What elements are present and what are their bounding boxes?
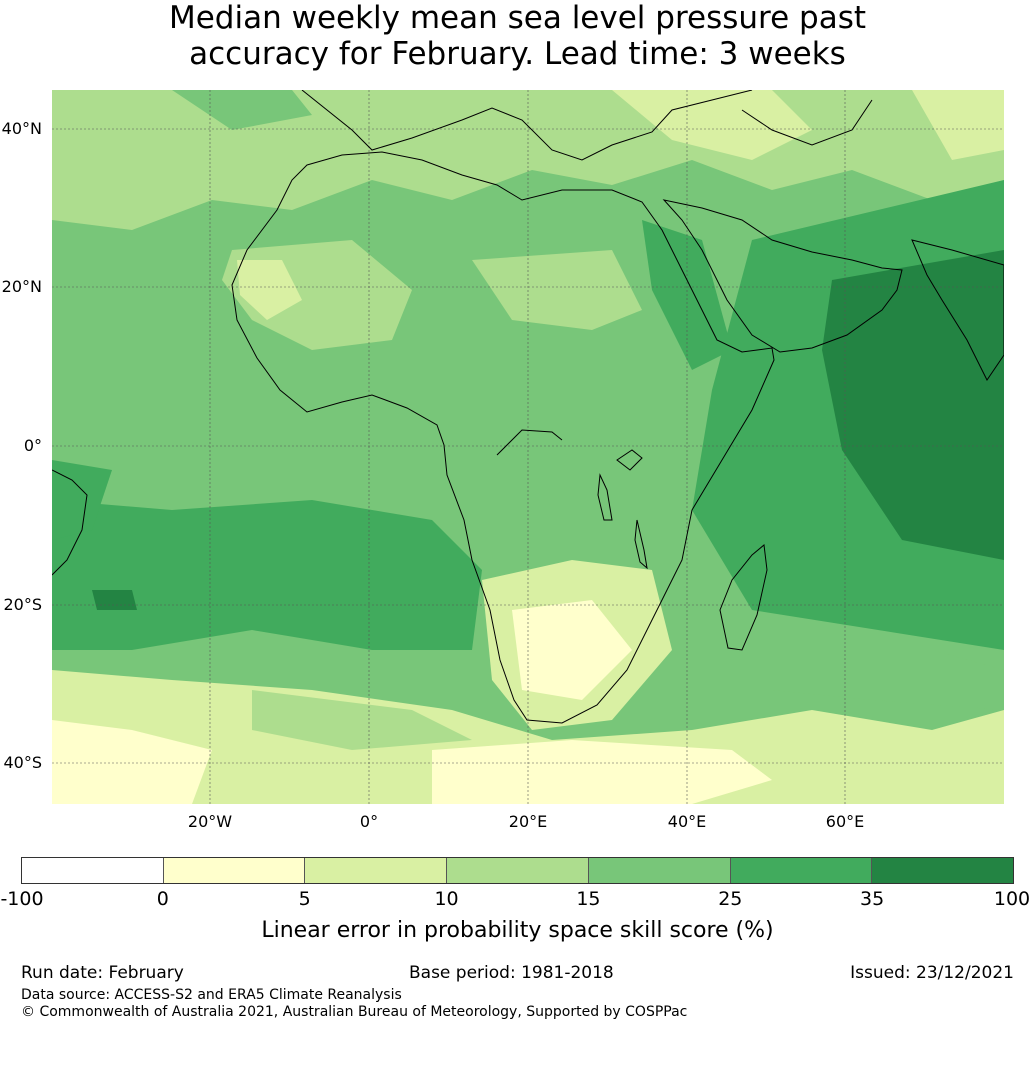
skill-score-map bbox=[52, 90, 1004, 804]
colorbar-tick-5: 25 bbox=[718, 888, 743, 910]
colorbar-tick-2: 5 bbox=[298, 888, 311, 910]
colorbar-label: Linear error in probability space skill … bbox=[261, 918, 774, 943]
region-north-5-10-east bbox=[612, 90, 812, 160]
colorbar-segment-2 bbox=[305, 858, 448, 883]
region-south-atlantic-25-35 bbox=[52, 500, 482, 650]
issued-date: Issued: 23/12/2021 bbox=[850, 963, 1014, 983]
colorbar-segment-4 bbox=[588, 858, 731, 883]
region-northeast-5-10 bbox=[912, 90, 1004, 160]
region-brazil-coast-25-35 bbox=[52, 460, 112, 540]
lat-label-20n: 20°N bbox=[1, 277, 42, 296]
map-gridlines bbox=[52, 90, 1004, 804]
lat-label-20s: 20°S bbox=[3, 595, 42, 614]
colorbar bbox=[21, 857, 1014, 884]
lat-label-0: 0° bbox=[23, 436, 42, 455]
base-period: Base period: 1981-2018 bbox=[409, 963, 614, 983]
colorbar-tick-4: 15 bbox=[576, 888, 601, 910]
colorbar-segment-0 bbox=[22, 858, 164, 883]
colorbar-tick-3: 10 bbox=[434, 888, 459, 910]
map-svg bbox=[52, 90, 1004, 804]
colorbar-segment-3 bbox=[447, 858, 589, 883]
region-arabian-sea-35-100 bbox=[822, 250, 1004, 560]
data-source: Data source: ACCESS-S2 and ERA5 Climate … bbox=[21, 987, 402, 1003]
lon-label-60e: 60°E bbox=[825, 812, 865, 831]
map-coastlines bbox=[52, 90, 1004, 724]
region-south-indian-15-25 bbox=[752, 650, 1004, 710]
chart-title: Median weekly mean sea level pressure pa… bbox=[0, 0, 1035, 72]
region-westafrica-5-10 bbox=[237, 260, 302, 320]
lon-label-20e: 20°E bbox=[508, 812, 548, 831]
copyright: © Commonwealth of Australia 2021, Austra… bbox=[21, 1004, 688, 1020]
region-south-central-0-5 bbox=[432, 740, 772, 804]
chart-title-line-1: Median weekly mean sea level pressure pa… bbox=[168, 0, 866, 36]
lon-label-40e: 40°E bbox=[667, 812, 707, 831]
chart-title-line-2: accuracy for February. Lead time: 3 week… bbox=[189, 36, 846, 72]
lon-label-0: 0° bbox=[359, 812, 379, 831]
colorbar-segment-5 bbox=[730, 858, 873, 883]
run-date: Run date: February bbox=[21, 963, 184, 983]
region-north-15-25 bbox=[172, 90, 312, 130]
lat-label-40n: 40°N bbox=[1, 119, 42, 138]
region-southwest-0-5 bbox=[52, 720, 212, 804]
colorbar-segment-1 bbox=[163, 858, 306, 883]
colorbar-tick-0: -100 bbox=[0, 888, 44, 910]
colorbar-tick-7: 100 bbox=[993, 888, 1031, 910]
lon-label-20w: 20°W bbox=[187, 812, 233, 831]
region-kalahari-0-5 bbox=[512, 600, 632, 700]
region-south-atlantic-35-100 bbox=[92, 590, 137, 610]
region-central-north-10-15 bbox=[472, 250, 642, 330]
colorbar-tick-6: 35 bbox=[860, 888, 885, 910]
lat-label-40s: 40°S bbox=[3, 753, 42, 772]
colorbar-tick-1: 0 bbox=[156, 888, 169, 910]
region-south-band-10-15 bbox=[252, 690, 472, 750]
colorbar-segment-6 bbox=[872, 858, 1014, 883]
